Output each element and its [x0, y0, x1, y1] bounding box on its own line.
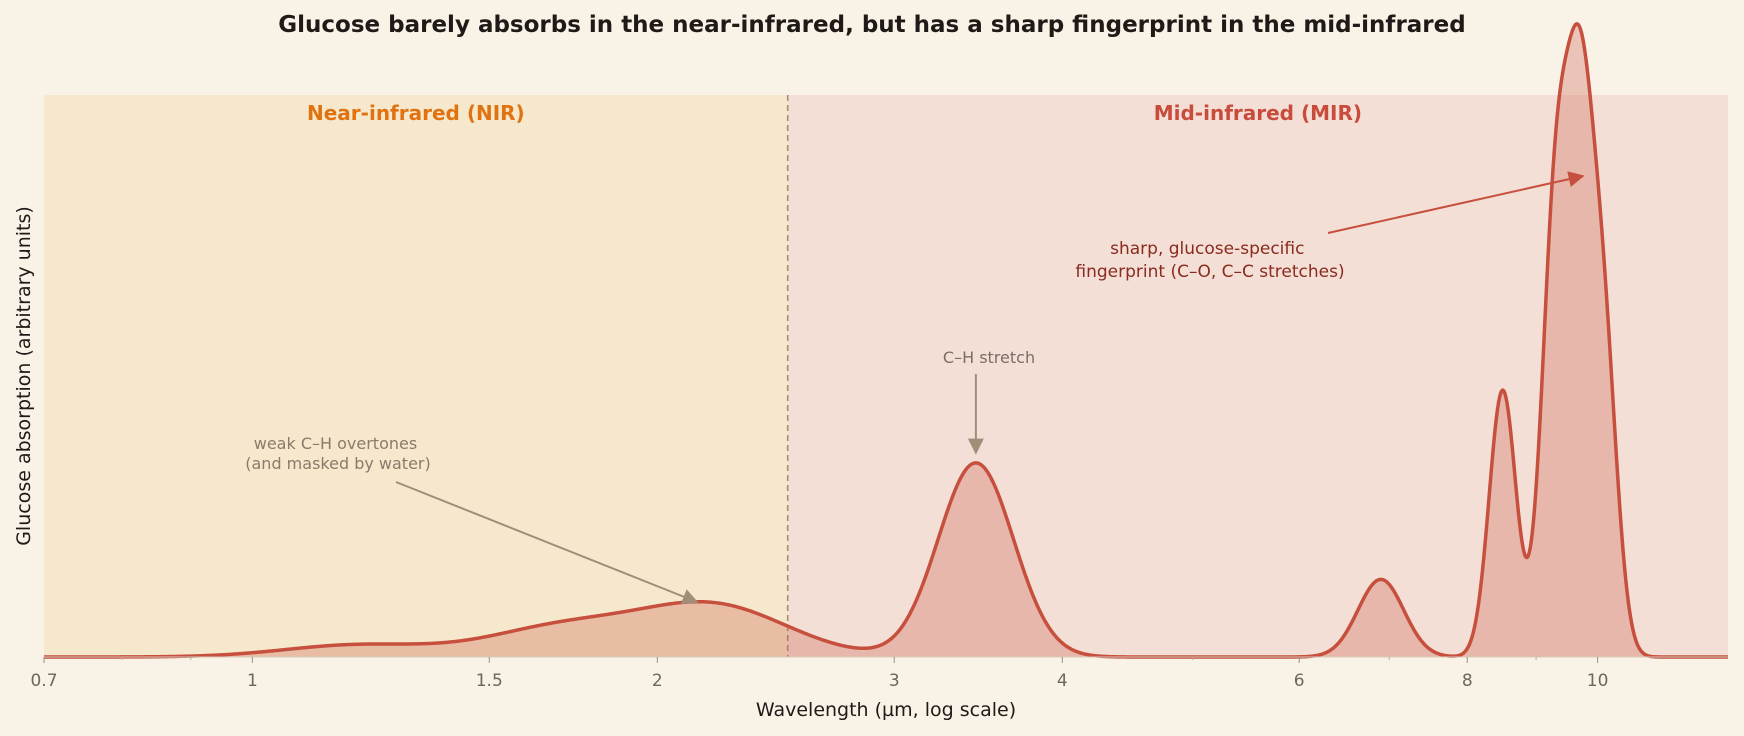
region-nir-band: [44, 95, 788, 657]
x-tick-label: 4: [1057, 671, 1068, 691]
y-axis-label: Glucose absorption (arbitrary units): [13, 206, 35, 546]
x-axis-label: Wavelength (µm, log scale): [756, 699, 1016, 721]
x-tick-label: 8: [1462, 671, 1473, 691]
annotation-fingerprint: sharp, glucose-specific fingerprint (C–O…: [1075, 239, 1344, 282]
annotation-weak-overtones-line1: weak C–H overtones: [254, 434, 417, 453]
x-tick-label: 2: [652, 671, 663, 691]
x-tick-label: 1: [247, 671, 258, 691]
absorption-series-line: [43, 22, 1729, 659]
x-tick-label: 1.5: [476, 671, 503, 691]
region-mir-band: [787, 95, 1728, 657]
absorption-area-fill: [44, 23, 1728, 658]
x-axis-ticks: 0.7 1 1.5 2 3 4 6 8 10: [30, 657, 1608, 691]
x-tick-label: 0.7: [30, 671, 57, 691]
region-label-mir: Mid-infrared (MIR): [1154, 101, 1362, 125]
annotation-weak-overtones: weak C–H overtones (and masked by water): [245, 434, 430, 473]
region-label-nir: Near-infrared (NIR): [307, 101, 525, 125]
x-tick-label: 10: [1587, 671, 1609, 691]
chart-title: Glucose barely absorbs in the near-infra…: [278, 12, 1466, 38]
annotation-weak-overtones-line2: (and masked by water): [245, 454, 430, 473]
annotation-fingerprint-line2: fingerprint (C–O, C–C stretches): [1075, 262, 1344, 282]
annotation-fingerprint-line1: sharp, glucose-specific: [1110, 239, 1304, 259]
x-tick-label: 6: [1294, 671, 1305, 691]
annotation-arrow-fingerprint: [1327, 171, 1585, 234]
annotation-arrow-overtones: [395, 481, 699, 605]
x-tick-label: 3: [889, 671, 900, 691]
annotation-ch-stretch: C–H stretch: [943, 348, 1035, 367]
